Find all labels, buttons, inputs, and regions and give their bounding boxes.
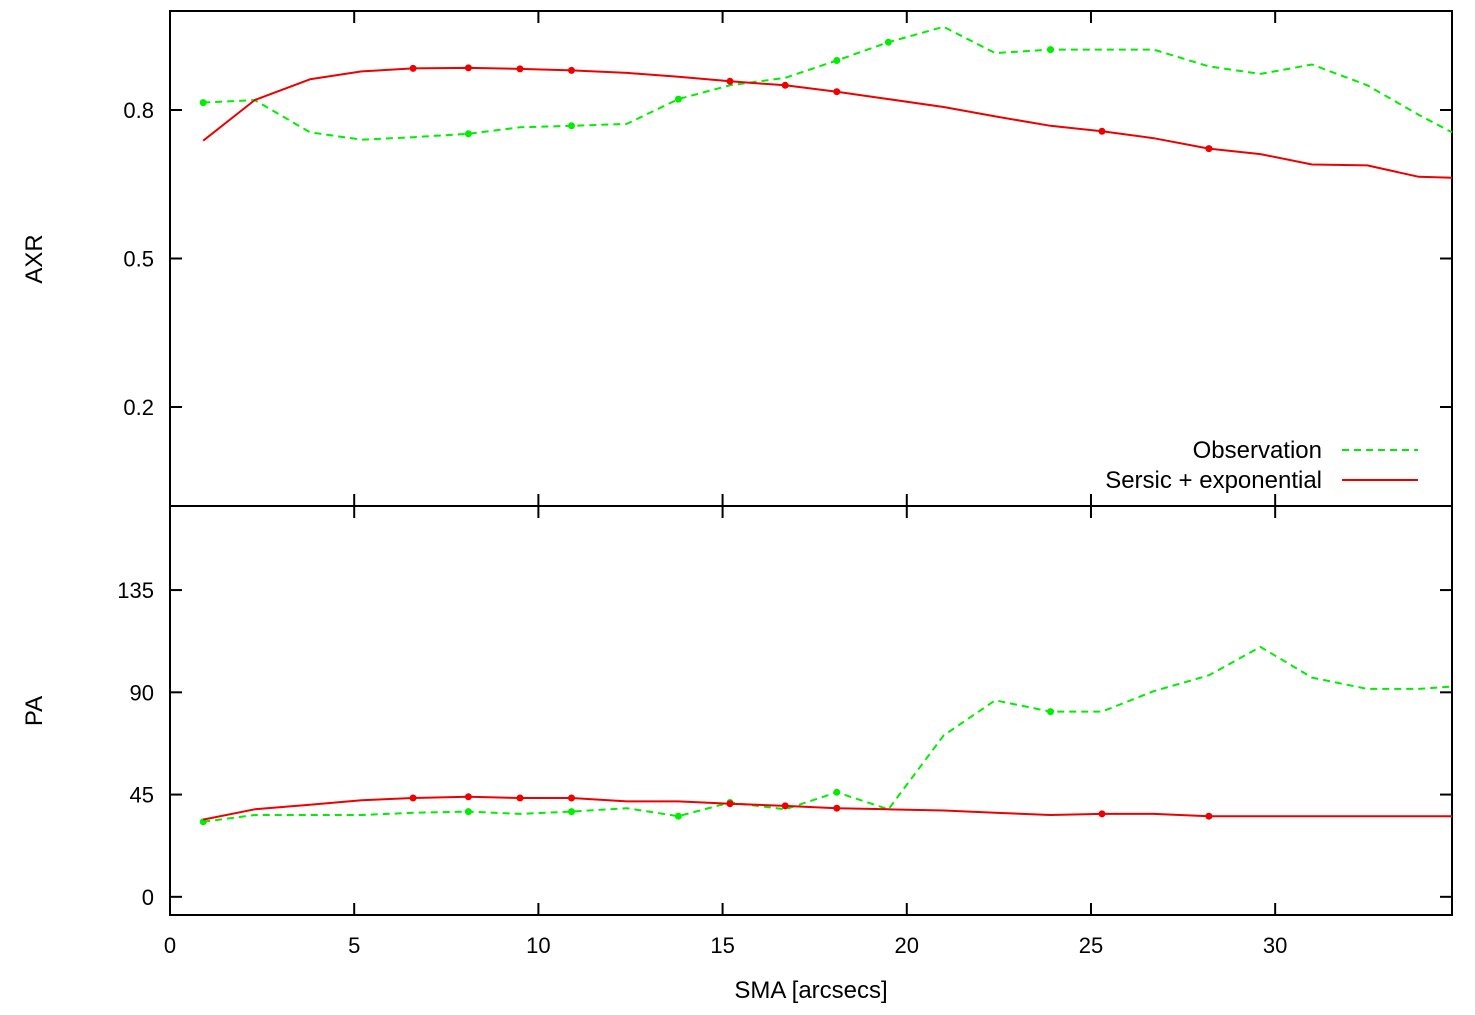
pa-y-ticks: 0 45 90 135 — [117, 578, 1452, 910]
pa-point-sersic — [833, 804, 841, 812]
pa-point-observation — [833, 788, 841, 796]
x-axis-label: SMA [arcsecs] — [734, 977, 887, 1004]
pa-panel: 0 45 90 135 0 5 10 15 20 25 30 PA SMA [arcsecs] — [21, 505, 1453, 1004]
pa-series-line-observation — [203, 645, 1453, 823]
pa-y-axis-label: PA — [21, 696, 48, 726]
pa-point-observation — [568, 808, 575, 816]
axr-y-axis-label: AXR — [21, 234, 48, 283]
axr-point-observation — [884, 38, 892, 46]
axr-x-ticks — [353, 11, 1277, 506]
pa-point-sersic — [516, 794, 524, 802]
legend-label-sersic: Sersic + exponential — [1105, 467, 1322, 494]
legend: Observation Sersic + exponential — [1105, 437, 1418, 494]
x-tick-label: 10 — [526, 933, 550, 958]
axr-y-ticks: 0.2 0.5 0.8 — [123, 98, 1452, 420]
axr-point-sersic — [409, 64, 417, 72]
axr-point-observation — [1047, 46, 1054, 54]
pa-point-sersic — [781, 802, 789, 810]
pa-point-sersic — [726, 800, 734, 808]
pa-series-line-sersic — [203, 795, 1452, 821]
pa-point-sersic — [464, 793, 472, 801]
axr-point-observation — [674, 95, 682, 103]
axr-plot-frame — [169, 10, 1453, 507]
axr-point-observation — [833, 57, 841, 64]
axr-point-sersic — [833, 88, 841, 96]
axr-point-sersic — [464, 64, 472, 72]
pa-point-observation — [674, 812, 682, 820]
pa-y-tick-label: 0 — [142, 885, 154, 910]
pa-point-sersic — [1205, 812, 1213, 820]
x-tick-label: 15 — [710, 933, 734, 958]
axr-y-tick-label: 0.2 — [123, 395, 154, 420]
axr-point-observation — [199, 99, 207, 107]
pa-point-sersic — [568, 794, 575, 802]
axr-y-tick-label: 0.8 — [123, 98, 154, 123]
x-tick-label: 20 — [895, 933, 919, 958]
pa-y-tick-label: 135 — [117, 578, 154, 603]
axr-panel: 0.2 0.5 0.8 AXR Observation Sersic + expon… — [21, 10, 1453, 507]
legend-label-observation: Observation — [1193, 437, 1322, 464]
pa-x-ticks: 0 5 10 15 20 25 30 — [164, 506, 1287, 958]
axr-series-line-observation — [203, 25, 1453, 141]
axr-series-line-sersic — [202, 66, 1453, 179]
axr-point-sersic — [1205, 145, 1213, 153]
pa-y-tick-label: 90 — [130, 680, 154, 705]
pa-point-sersic — [409, 794, 417, 802]
axr-point-observation — [464, 130, 472, 138]
axr-point-sersic — [1098, 127, 1106, 135]
pa-point-sersic — [1098, 810, 1106, 818]
x-tick-label: 30 — [1263, 933, 1287, 958]
pa-y-tick-label: 45 — [130, 783, 154, 808]
axr-point-sersic — [568, 66, 575, 74]
axr-series — [199, 25, 1453, 179]
pa-series — [199, 645, 1453, 826]
x-tick-label: 25 — [1079, 933, 1103, 958]
axr-point-sersic — [516, 65, 524, 73]
x-tick-label: 5 — [348, 933, 360, 958]
pa-point-observation — [464, 808, 472, 816]
axr-point-sersic — [781, 81, 789, 89]
x-tick-label: 0 — [164, 933, 176, 958]
pa-plot-frame — [169, 505, 1453, 916]
axr-point-observation — [568, 122, 575, 130]
axr-point-sersic — [726, 77, 734, 85]
pa-point-observation — [1047, 708, 1054, 716]
axr-y-tick-label: 0.5 — [123, 247, 154, 272]
